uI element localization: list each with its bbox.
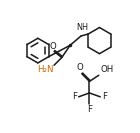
Text: O: O [49, 42, 56, 51]
Text: H₂N: H₂N [37, 65, 53, 74]
Text: O: O [76, 63, 83, 72]
Text: F: F [87, 105, 92, 114]
Text: F: F [102, 92, 107, 101]
Text: NH: NH [76, 23, 88, 32]
Text: F: F [72, 92, 77, 101]
Text: OH: OH [100, 65, 114, 74]
